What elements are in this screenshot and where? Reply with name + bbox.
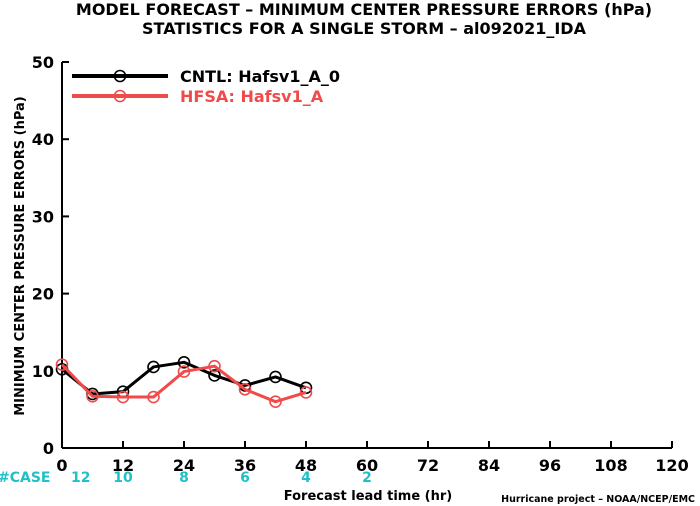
series-2-point [55,358,69,371]
x-tick-label: 120 [655,456,688,475]
x-tick-label: 0 [56,456,67,475]
y-tick-label: 40 [32,130,54,149]
y-tick-label: 0 [43,439,54,458]
series-2-point [147,390,160,404]
credit-text: Hurricane project – NOAA/NCEP/EMC [501,494,695,505]
case-count-label: #CASE [0,470,51,486]
y-tick-label: 20 [32,285,54,304]
case-count-value: 2 [362,470,372,486]
x-tick-label: 24 [173,456,195,475]
legend-marker-2 [113,89,127,103]
series-line-2 [60,363,307,404]
x-axis-title: Forecast lead time (hr) [284,489,452,504]
legend-label-2: HFSA: Hafsv1_A [180,87,324,106]
series-2-point [177,365,191,378]
case-count-value: 6 [240,470,250,486]
series-2-point [238,383,252,396]
case-count-value: 8 [179,470,189,486]
x-tick-label: 108 [594,456,627,475]
case-count-value: 4 [301,470,311,486]
series-1-point [269,370,282,384]
y-tick-label: 10 [32,362,54,381]
series-2-point [299,386,313,399]
x-tick-label: 96 [539,456,561,475]
chart-title: MODEL FORECAST – MINIMUM CENTER PRESSURE… [76,0,652,19]
case-count-value: 12 [71,470,90,486]
legend-label-1: CNTL: Hafsv1_A_0 [180,67,340,86]
y-tick-label: 50 [32,53,54,72]
legend-marker-1 [113,69,127,83]
x-tick-label: 12 [112,456,134,475]
x-tick-label: 36 [234,456,256,475]
series-2-point [86,389,99,403]
series-line-1 [61,360,307,396]
series-2-point [116,390,130,404]
x-tick-label: 84 [478,456,500,475]
chart-subtitle: STATISTICS FOR A SINGLE STORM – al092021… [142,19,587,38]
x-tick-label: 60 [356,456,378,475]
series-2-point [208,359,221,373]
case-count-value: 10 [113,470,133,486]
x-tick-label: 72 [417,456,439,475]
y-axis-title: MINIMUM CENTER PRESSURE ERRORS (hPa) [13,96,28,416]
series-1-point [177,356,191,369]
y-tick-label: 30 [32,207,54,226]
series-1-point [147,360,160,374]
series-1-point [208,369,221,382]
series-2-point [269,395,282,408]
x-tick-label: 48 [295,456,317,475]
